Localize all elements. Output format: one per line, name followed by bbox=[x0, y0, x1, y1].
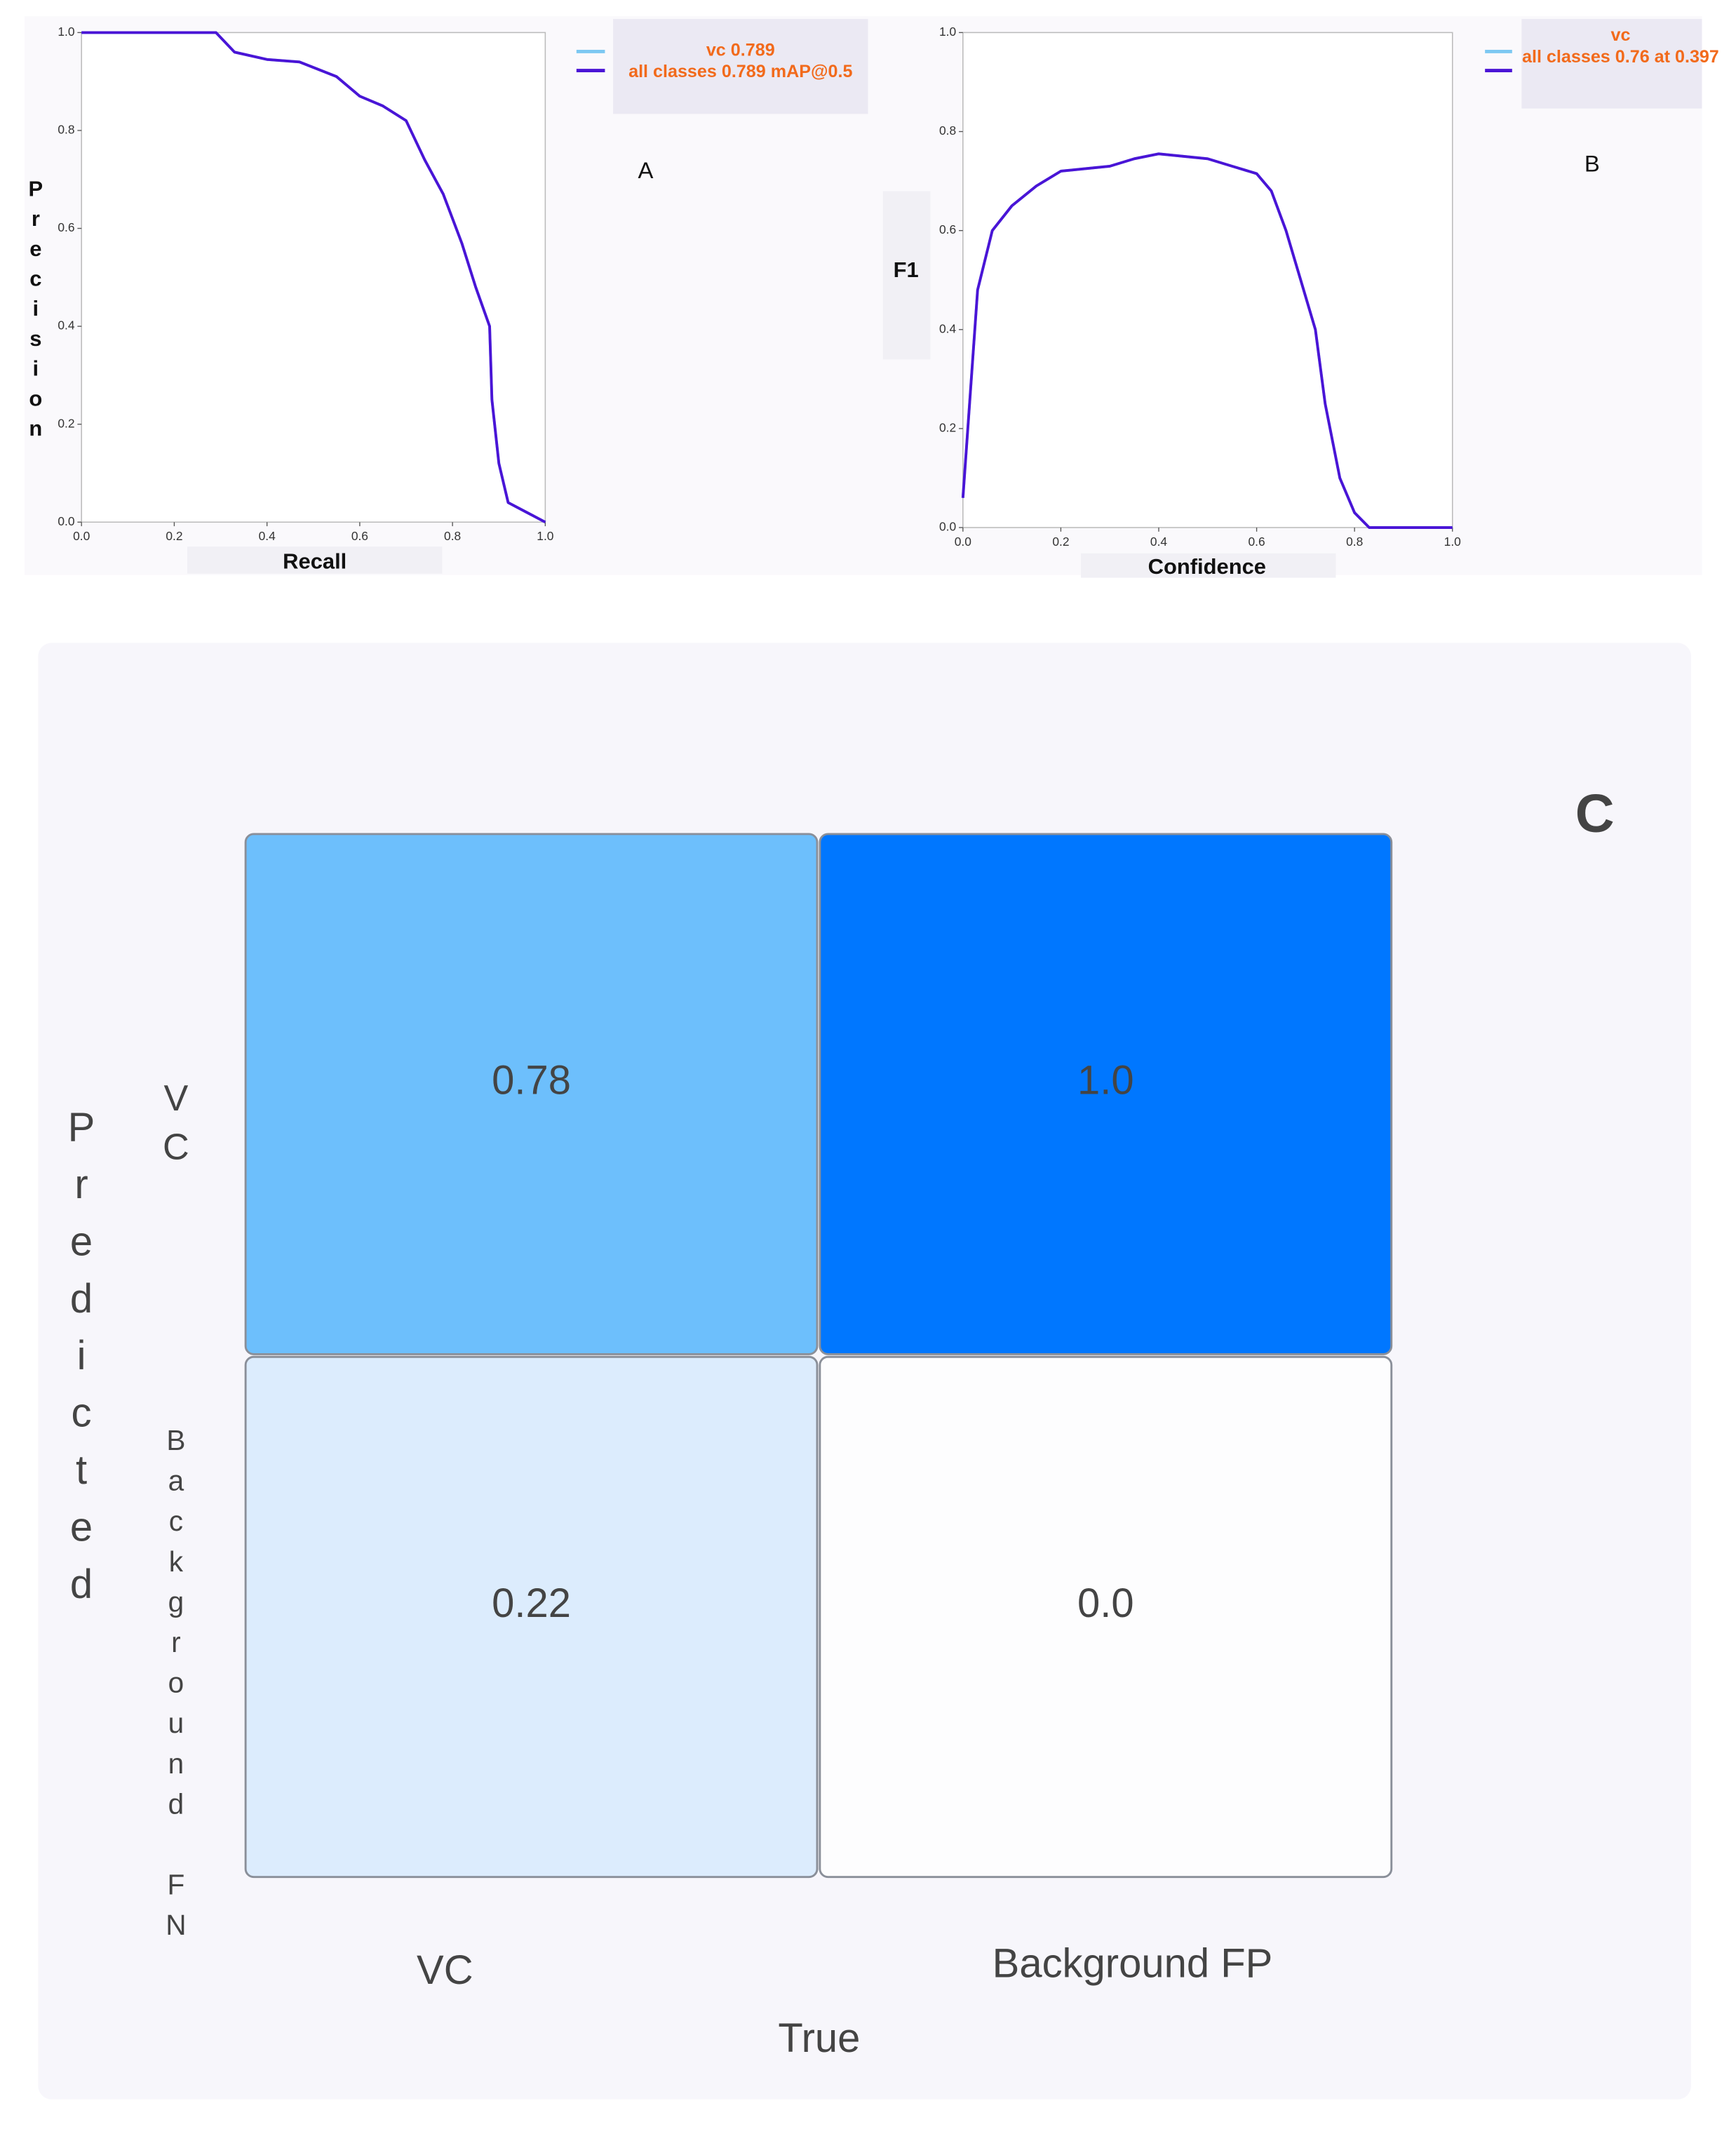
panel-label: A bbox=[638, 157, 653, 183]
plot-area bbox=[81, 32, 546, 523]
legend-label: all classes 0.76 at 0.397 bbox=[1522, 46, 1718, 67]
legend-box bbox=[613, 19, 868, 114]
y-axis-label: Precision bbox=[23, 176, 48, 446]
y-axis-label: Predicted bbox=[59, 1106, 104, 1620]
legend-label: vc bbox=[1610, 24, 1631, 45]
x-tick-label: 0.8 bbox=[444, 529, 461, 543]
plot-area bbox=[962, 32, 1453, 528]
x-tick-label: 0.0 bbox=[955, 535, 971, 549]
heatmap-cell bbox=[244, 833, 819, 1355]
x-tick-label: 0.6 bbox=[1249, 535, 1265, 549]
y-tick-label: 1.0 bbox=[939, 25, 956, 39]
series-line bbox=[81, 31, 546, 524]
panel-label: C bbox=[1575, 784, 1615, 844]
y-tick-label: 0.6 bbox=[58, 220, 74, 234]
x-axis-label: True bbox=[778, 2016, 860, 2061]
series-line bbox=[961, 152, 1453, 529]
panel-label: B bbox=[1584, 151, 1600, 177]
x-axis-label: Confidence bbox=[1148, 554, 1266, 579]
label-backdrop bbox=[882, 191, 931, 360]
legend-label: vc 0.789 bbox=[706, 39, 775, 60]
legend-label: all classes 0.789 mAP@0.5 bbox=[628, 60, 853, 81]
y-tick-label: 0.4 bbox=[939, 321, 956, 335]
label-backdrop bbox=[187, 546, 443, 574]
x-tick-label: 0.4 bbox=[1150, 535, 1167, 549]
x-tick-label: 1.0 bbox=[1444, 535, 1461, 549]
cell-label: 0.78 bbox=[492, 1059, 571, 1103]
heatmap-cell bbox=[819, 833, 1393, 1355]
x-tick-label: 0.8 bbox=[1346, 535, 1363, 549]
x-category-label: Background FP bbox=[993, 1942, 1273, 1987]
heatmap-cell bbox=[819, 1355, 1393, 1879]
x-tick-label: 0.0 bbox=[73, 529, 90, 543]
legend: vc 0.789 all classes 0.789 mAP@0.5 bbox=[628, 39, 853, 81]
y-tick-label: 0.0 bbox=[58, 514, 74, 528]
cell-label: 0.22 bbox=[492, 1581, 571, 1626]
x-tick-label: 0.4 bbox=[259, 529, 276, 543]
cell-label: 0.0 bbox=[1077, 1581, 1134, 1626]
y-tick-label: 0.2 bbox=[58, 416, 74, 430]
y-tick-label: 0.0 bbox=[939, 520, 956, 534]
label-backdrop bbox=[1081, 553, 1336, 578]
x-axis-label: Recall bbox=[283, 549, 346, 573]
y-tick-label: 0.8 bbox=[58, 123, 74, 137]
y-category-label: VC bbox=[156, 1078, 196, 1176]
x-tick-label: 1.0 bbox=[537, 529, 553, 543]
y-axis-label: F1 bbox=[894, 257, 919, 282]
y-tick-label: 0.2 bbox=[939, 421, 956, 435]
y-category-label: Background FN bbox=[160, 1424, 192, 1949]
x-tick-label: 0.6 bbox=[351, 529, 368, 543]
cell-label: 1.0 bbox=[1077, 1059, 1134, 1103]
heatmap-cell bbox=[244, 1355, 819, 1879]
x-tick-label: 0.2 bbox=[1052, 535, 1069, 549]
x-tick-label: 0.2 bbox=[166, 529, 182, 543]
legend: vc all classes 0.76 at 0.397 bbox=[1522, 24, 1718, 67]
y-tick-label: 0.4 bbox=[58, 318, 74, 333]
y-tick-label: 0.8 bbox=[939, 123, 956, 137]
legend-box bbox=[1521, 19, 1702, 109]
y-tick-label: 1.0 bbox=[58, 25, 74, 39]
x-category-label: VC bbox=[417, 1948, 473, 1993]
y-tick-label: 0.6 bbox=[939, 222, 956, 236]
